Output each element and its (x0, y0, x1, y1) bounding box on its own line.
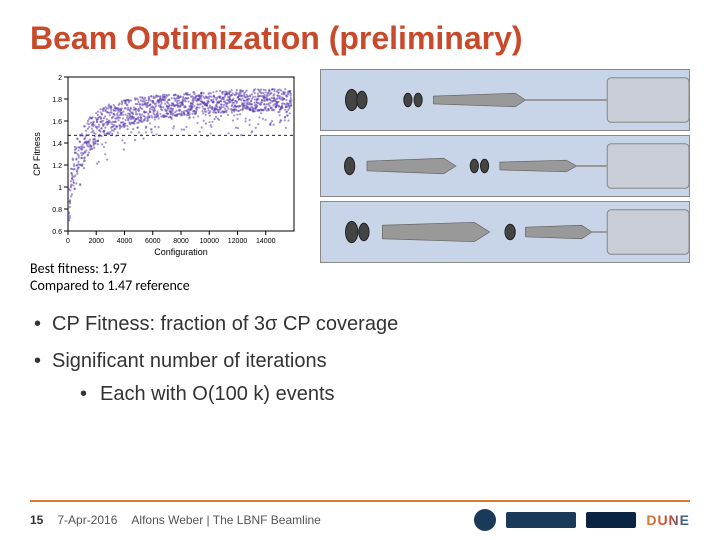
chart-caption: Best fitness: 1.97 Compared to 1.47 refe… (30, 261, 310, 295)
content-row: 0.6 0.8 1 1.2 1.4 1.6 1.8 2 0 2000 4000 6000 8000 100… (30, 69, 690, 295)
slide-title: Beam Optimization (preliminary) (30, 20, 690, 57)
dune-logo: DUNE (646, 512, 690, 528)
svg-text:1.2: 1.2 (52, 163, 62, 170)
beam-panel-3 (320, 201, 690, 263)
bullet-list: CP Fitness: fraction of 3σ CP coverage S… (30, 313, 690, 420)
footer-author: Alfons Weber | The LBNF Beamline (131, 513, 320, 527)
bullet-2-text: Significant number of iterations (52, 350, 327, 372)
svg-text:0.6: 0.6 (52, 229, 62, 236)
svg-text:0.8: 0.8 (52, 207, 62, 214)
beam-panel-1 (320, 69, 690, 131)
fermilab-logo (506, 512, 576, 528)
svg-text:12000: 12000 (228, 238, 248, 245)
footer-date: 7-Apr-2016 (57, 513, 117, 527)
fitness-chart: 0.6 0.8 1 1.2 1.4 1.6 1.8 2 0 2000 4000 6000 8000 100… (30, 69, 300, 259)
svg-text:1.6: 1.6 (52, 119, 62, 126)
chart-column: 0.6 0.8 1 1.2 1.4 1.6 1.8 2 0 2000 4000 6000 8000 100… (30, 69, 310, 295)
svg-text:1: 1 (58, 185, 62, 192)
svg-text:CP Fitness: CP Fitness (32, 132, 42, 176)
svg-text:14000: 14000 (256, 238, 276, 245)
svg-text:6000: 6000 (145, 238, 161, 245)
caption-line-1: Best fitness: 1.97 (30, 261, 310, 278)
beam-diagrams (320, 69, 690, 263)
svg-text:Configuration: Configuration (154, 247, 208, 257)
svg-text:8000: 8000 (173, 238, 189, 245)
svg-text:1.4: 1.4 (52, 141, 62, 148)
footer-logos: DUNE (474, 509, 690, 531)
svg-text:0: 0 (66, 238, 70, 245)
bullet-1: CP Fitness: fraction of 3σ CP coverage (30, 313, 690, 336)
svg-text:4000: 4000 (117, 238, 133, 245)
svg-text:2000: 2000 (88, 238, 104, 245)
fermilab-seal-icon (474, 509, 496, 531)
footer-divider (30, 500, 690, 502)
svg-text:1.8: 1.8 (52, 97, 62, 104)
beam-panel-2 (320, 135, 690, 197)
caption-line-2: Compared to 1.47 reference (30, 278, 310, 295)
page-number: 15 (30, 513, 43, 527)
svg-text:2: 2 (58, 75, 62, 82)
bullet-2a: Each with O(100 k) events (52, 383, 690, 406)
bullet-2: Significant number of iterations Each wi… (30, 350, 690, 406)
oxford-logo (586, 512, 636, 528)
svg-text:10000: 10000 (200, 238, 220, 245)
footer: 15 7-Apr-2016 Alfons Weber | The LBNF Be… (0, 500, 720, 540)
